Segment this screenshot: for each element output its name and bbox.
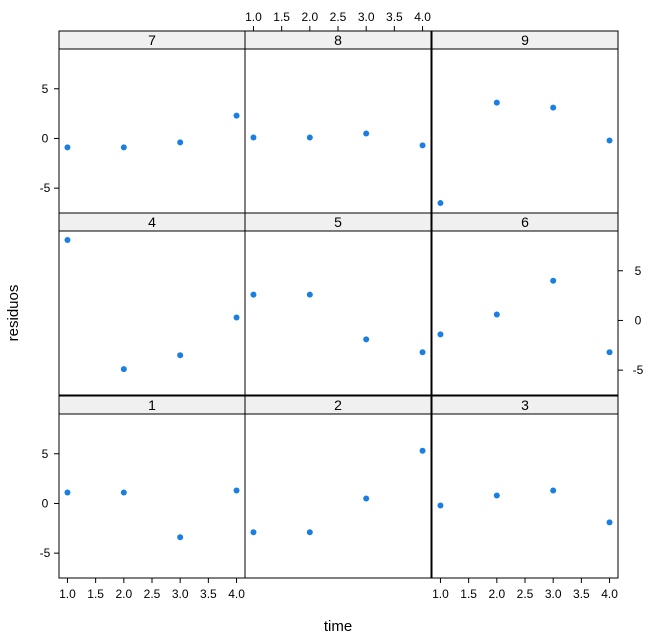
data-point [177,139,184,146]
x-tick-label: 1.0 [432,587,449,601]
y-tick-label: 0 [42,131,49,145]
y-tick-label: -5 [40,181,51,195]
x-tick-label: 1.0 [59,587,76,601]
x-tick-label: 2.0 [488,587,505,601]
data-point [120,366,127,373]
x-tick-label: 3.5 [200,587,217,601]
data-point [233,314,240,321]
data-point [363,130,370,137]
data-point [250,529,257,536]
x-tick-label: 2.5 [517,587,534,601]
data-point [177,534,184,541]
y-tick-label: 0 [42,496,49,510]
y-tick-label: -5 [40,546,51,560]
data-point [177,352,184,359]
data-point [233,112,240,119]
x-tick-label: 1.5 [87,587,104,601]
x-tick-label: 1.5 [273,10,290,24]
data-point [120,144,127,151]
strip-label: 5 [334,214,342,230]
data-point [64,144,71,151]
panel-frame [58,48,246,214]
panel-frame [431,48,619,214]
y-tick-label: -5 [633,363,644,377]
data-point [606,137,613,144]
data-point [606,519,613,526]
x-tick-label: 2.0 [301,10,318,24]
x-tick-label: 4.0 [601,587,618,601]
strip-label: 4 [148,214,156,230]
x-tick-label: 2.0 [115,587,132,601]
data-point [437,200,444,207]
x-tick-label: 4.0 [228,587,245,601]
strip-label: 8 [334,32,342,48]
panel-5: 5 [244,212,432,396]
data-point [493,311,500,318]
strip-label: 1 [148,397,156,413]
panel-frame [58,413,246,579]
x-tick-label: 4.0 [414,10,431,24]
data-point [363,495,370,502]
data-point [606,349,613,356]
data-point [64,489,71,496]
data-point [493,99,500,106]
panel-frame [244,230,432,396]
x-tick-label: 3.0 [172,587,189,601]
x-tick-label: 3.5 [573,587,590,601]
panel-3: 3 [431,395,619,579]
panel-frame [431,413,619,579]
panel-8: 8 [244,30,432,214]
panels-layer: 7 8 9 4 5 6 1 2 3 [58,30,619,579]
data-point [550,277,557,284]
data-point [363,336,370,343]
x-tick-label: 3.0 [545,587,562,601]
x-tick-label: 2.5 [330,10,347,24]
data-point [493,492,500,499]
panel-7: 7 [58,30,246,214]
data-point [550,487,557,494]
data-point [64,236,71,243]
panel-6: 6 [431,212,619,396]
strip-label: 7 [148,32,156,48]
x-tick-label: 1.5 [460,587,477,601]
data-point [550,104,557,111]
data-point [419,447,426,454]
x-tick-label: 3.0 [358,10,375,24]
data-point [250,134,257,141]
data-point [306,529,313,536]
panel-frame [244,48,432,214]
strip-label: 6 [521,214,529,230]
y-tick-label: 5 [42,82,49,96]
strip-label: 3 [521,397,529,413]
panel-frame [431,230,619,396]
axes-layer: 1.0 1.5 2.0 2.5 3.0 3.5 4.0 1.0 1.5 2.0 2.5 3.0 3.5 4… [40,10,644,601]
data-point [437,331,444,338]
panel-4: 4 [58,212,246,396]
data-point [419,349,426,356]
panel-frame [58,230,246,396]
data-point [120,489,127,496]
data-point [419,142,426,149]
data-point [306,291,313,298]
panel-9: 9 [431,30,619,214]
strip-label: 9 [521,32,529,48]
strip-label: 2 [334,397,342,413]
x-tick-label: 1.0 [245,10,262,24]
x-tick-label: 2.5 [144,587,161,601]
data-point [437,502,444,509]
panel-1: 1 [58,395,246,579]
x-tick-label: 3.5 [386,10,403,24]
y-tick-label: 5 [42,447,49,461]
y-axis-title: residuos [5,285,22,342]
y-tick-label: 0 [635,313,642,327]
x-axis-title: time [324,618,352,635]
panel-frame [244,413,432,579]
data-point [250,291,257,298]
data-point [233,487,240,494]
data-point [306,134,313,141]
y-tick-label: 5 [635,264,642,278]
panel-2: 2 [244,395,432,579]
